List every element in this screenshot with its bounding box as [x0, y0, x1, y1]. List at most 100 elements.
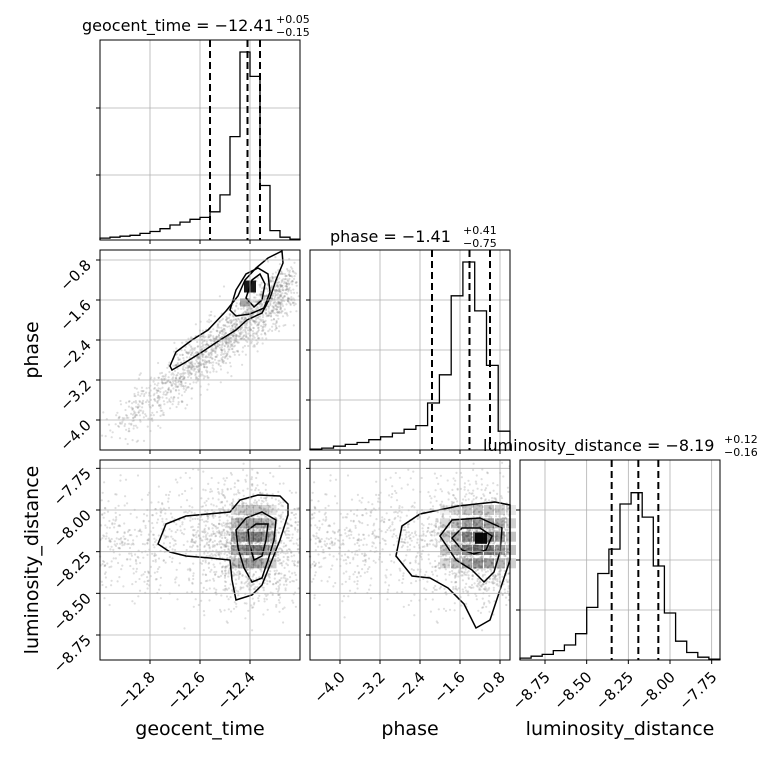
scatter-point — [159, 426, 162, 429]
scatter-point — [128, 400, 131, 403]
scatter-point — [244, 317, 247, 321]
scatter-point — [260, 333, 263, 336]
scatter-point — [480, 497, 483, 500]
scatter-point — [245, 311, 248, 314]
scatter-point — [488, 558, 491, 561]
scatter-point — [489, 546, 492, 549]
scatter-point — [221, 317, 224, 320]
scatter-point — [223, 609, 226, 612]
scatter-point — [279, 286, 282, 289]
scatter-point — [118, 547, 121, 550]
scatter-point — [239, 542, 242, 545]
scatter-point — [485, 513, 488, 516]
scatter-point — [280, 271, 283, 274]
scatter-point — [107, 537, 110, 540]
scatter-point — [277, 581, 280, 584]
scatter-point — [259, 305, 262, 309]
scatter-point — [434, 489, 437, 492]
scatter-point — [204, 343, 207, 347]
scatter-point — [286, 296, 289, 299]
scatter-point — [456, 523, 459, 526]
scatter-point — [488, 545, 491, 548]
scatter-point — [123, 537, 126, 541]
scatter-point — [244, 617, 247, 620]
scatter-point — [284, 544, 287, 548]
scatter-point — [257, 564, 260, 567]
scatter-point — [294, 605, 297, 608]
scatter-point — [210, 522, 214, 526]
scatter-point — [363, 563, 366, 566]
scatter-point — [200, 346, 203, 349]
scatter-point — [253, 601, 256, 605]
scatter-point — [183, 627, 186, 630]
scatter-point — [230, 344, 233, 347]
scatter-point — [250, 566, 253, 569]
scatter-point — [186, 371, 190, 374]
scatter-point — [223, 569, 227, 573]
scatter-point — [429, 562, 432, 565]
scatter-point — [129, 512, 132, 515]
scatter-point — [261, 562, 264, 565]
scatter-point — [233, 563, 236, 567]
scatter-point — [431, 590, 434, 594]
scatter-point — [119, 538, 122, 541]
scatter-point — [253, 296, 256, 299]
scatter-point — [380, 530, 383, 533]
scatter-point — [438, 561, 441, 565]
scatter-point — [147, 417, 150, 420]
scatter-point — [214, 345, 218, 348]
scatter-point — [430, 570, 434, 574]
scatter-point — [224, 565, 227, 569]
scatter-point — [233, 310, 237, 313]
scatter-point — [224, 545, 227, 548]
scatter-point — [252, 528, 255, 532]
scatter-point — [184, 552, 187, 555]
scatter-point — [235, 605, 238, 608]
scatter-point — [288, 286, 291, 289]
scatter-point — [446, 543, 449, 546]
scatter-point — [487, 529, 490, 532]
scatter-point — [231, 531, 234, 534]
scatter-point — [205, 555, 208, 558]
scatter-point — [111, 522, 114, 525]
scatter-point — [236, 341, 239, 344]
scatter-point — [152, 414, 155, 417]
scatter-point — [202, 488, 205, 491]
scatter-point — [257, 547, 260, 550]
scatter-point — [221, 340, 224, 343]
scatter-point — [227, 545, 230, 548]
scatter-point — [257, 499, 261, 502]
scatter-point — [488, 548, 491, 551]
scatter-point — [207, 544, 210, 547]
scatter-point — [128, 552, 131, 555]
scatter-point — [208, 359, 211, 362]
scatter-point — [318, 528, 321, 531]
scatter-point — [191, 351, 194, 355]
scatter-point — [194, 374, 197, 377]
scatter-point — [220, 492, 223, 495]
scatter-point — [222, 324, 225, 327]
scatter-point — [187, 577, 191, 580]
scatter-point — [167, 388, 170, 391]
scatter-point — [204, 559, 207, 562]
scatter-point — [225, 355, 228, 358]
scatter-point — [104, 537, 107, 540]
scatter-point — [238, 537, 241, 540]
scatter-point — [283, 312, 287, 315]
scatter-point — [210, 310, 213, 313]
scatter-point — [207, 516, 210, 519]
scatter-point — [120, 568, 123, 571]
scatter-point — [253, 336, 256, 339]
scatter-point — [186, 540, 189, 543]
scatter-point — [256, 341, 259, 344]
scatter-point — [234, 557, 237, 560]
scatter-point — [209, 488, 212, 491]
scatter-point — [268, 525, 271, 528]
scatter-point — [208, 547, 211, 550]
scatter-point — [391, 535, 394, 538]
scatter-point — [497, 566, 500, 569]
scatter-point — [144, 401, 148, 404]
scatter-point — [202, 535, 205, 538]
scatter-point — [223, 329, 226, 332]
scatter-point — [107, 500, 110, 503]
